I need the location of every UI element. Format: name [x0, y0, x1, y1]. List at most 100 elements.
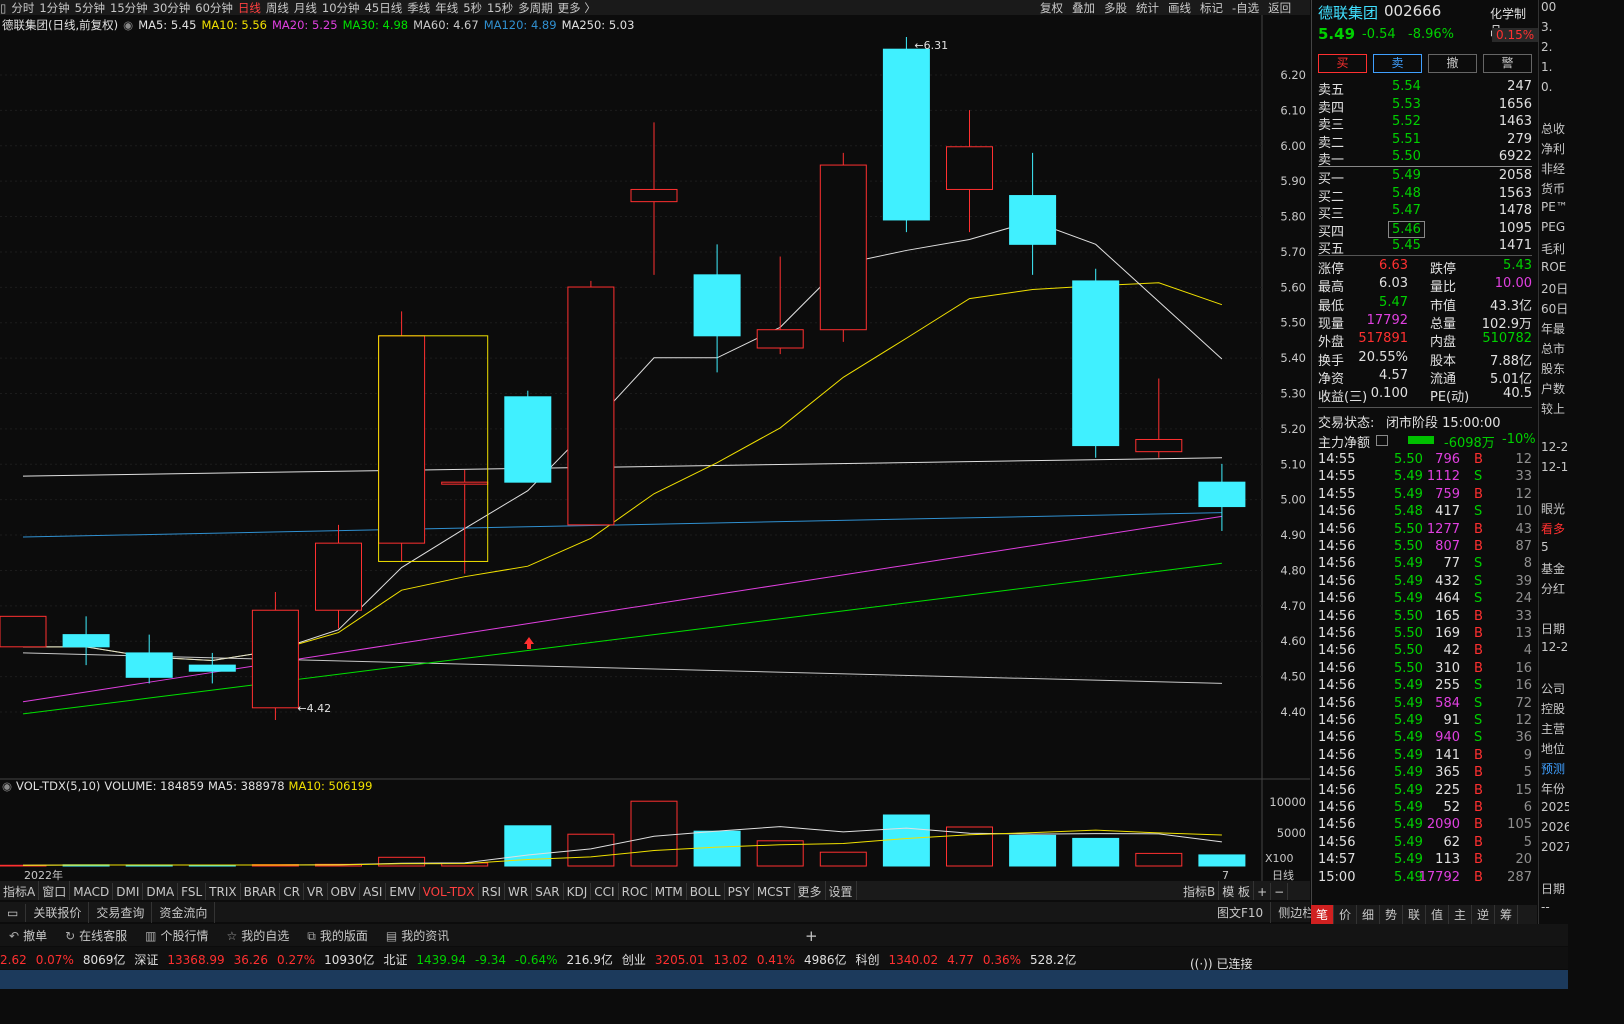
buy-level-row[interactable]: 买二 5.48 1563: [1318, 186, 1532, 205]
indicator-right-button[interactable]: 模 板: [1219, 881, 1255, 900]
chart-tool-button[interactable]: 标记: [1200, 1, 1223, 15]
sub-tab[interactable]: 关联报价: [26, 902, 90, 923]
indicator-tab[interactable]: DMI: [113, 883, 144, 900]
indicator-tab[interactable]: CCI: [591, 883, 619, 900]
trade-button[interactable]: 警: [1483, 54, 1532, 73]
quote-panel-tab[interactable]: 筹: [1495, 905, 1518, 924]
quote-panel-tab[interactable]: 逆: [1472, 905, 1495, 924]
indicator-tab[interactable]: MCST: [754, 883, 795, 900]
indicator-tab[interactable]: MTM: [652, 883, 687, 900]
period-tab[interactable]: 10分钟: [321, 1, 360, 15]
function-button[interactable]: ☆ 我的自选: [218, 924, 299, 947]
period-tab[interactable]: 年线: [435, 1, 459, 15]
chart-tool-button[interactable]: -自选: [1232, 1, 1260, 15]
period-tab[interactable]: 1分钟: [39, 1, 70, 15]
period-tab[interactable]: 周线: [265, 1, 289, 15]
period-tab[interactable]: 15分钟: [110, 1, 148, 15]
trade-button[interactable]: 撤: [1428, 54, 1477, 73]
indicator-tab[interactable]: 窗口: [39, 881, 71, 900]
menu-icon[interactable]: ▯: [0, 1, 7, 15]
period-tab[interactable]: 5秒: [463, 1, 483, 15]
period-tab[interactable]: 多周期: [518, 1, 553, 15]
indicator-tab[interactable]: BRAR: [241, 883, 281, 900]
quote-panel-tab[interactable]: 联: [1403, 905, 1426, 924]
indicator-right-button[interactable]: 指标B: [1180, 881, 1220, 900]
buy-level-row[interactable]: 买五 5.45 1471: [1318, 238, 1532, 257]
period-tab[interactable]: 月线: [293, 1, 317, 15]
indicator-tab[interactable]: TRIX: [206, 883, 241, 900]
indicator-tab[interactable]: 更多: [795, 881, 826, 900]
kline-chart[interactable]: 6.20 6.10 6.00 5.90 5.80 5.70 5.60 5.50 5.40 5.30…: [0, 15, 1310, 882]
indicator-tab[interactable]: DMA: [143, 883, 179, 900]
tick-row: 14:55 5.50 796 B 12: [1318, 452, 1532, 469]
function-button[interactable]: ⧉ 我的版面: [298, 924, 377, 947]
chart-tool-button[interactable]: 多股: [1104, 1, 1127, 15]
function-button-label: 在线客服: [79, 929, 128, 943]
buy-level-row[interactable]: 买三 5.47 1478: [1318, 203, 1532, 222]
indicator-tab[interactable]: MACD: [70, 883, 114, 900]
indicator-right-button[interactable]: +: [1254, 883, 1272, 900]
sell-level-row[interactable]: 卖五 5.54 247: [1318, 79, 1532, 98]
function-button[interactable]: ↶ 撤单: [0, 924, 56, 947]
trade-button[interactable]: 卖: [1373, 54, 1422, 73]
tick-row: 14:56 5.50 169 B 13: [1318, 626, 1532, 643]
trade-button[interactable]: 买: [1318, 54, 1367, 73]
sub-tab[interactable]: 交易查询: [89, 902, 153, 923]
period-tab[interactable]: 更多 〉: [557, 1, 596, 15]
chart-tool-button[interactable]: 统计: [1136, 1, 1159, 15]
period-tab[interactable]: 15秒: [487, 1, 514, 15]
indicator-tab[interactable]: WR: [505, 883, 533, 900]
chart-tool-button[interactable]: 复权: [1040, 1, 1063, 15]
indicator-tab[interactable]: VR: [304, 883, 328, 900]
period-tab[interactable]: 45日线: [364, 1, 403, 15]
buy-level-row[interactable]: 买四 5.46 1095: [1318, 220, 1532, 240]
add-icon[interactable]: +: [805, 927, 818, 945]
indicator-tab[interactable]: CR: [280, 883, 304, 900]
indicator-tab[interactable]: KDJ: [564, 883, 592, 900]
sell-level-row[interactable]: 卖三 5.52 1463: [1318, 114, 1532, 133]
indicator-tab[interactable]: SAR: [532, 883, 564, 900]
indicator-tab[interactable]: BOLL: [687, 883, 725, 900]
period-tab[interactable]: 5分钟: [74, 1, 105, 15]
quote-panel-tab[interactable]: 势: [1380, 905, 1403, 924]
indicator-tab[interactable]: EMV: [386, 883, 420, 900]
indicator-tab[interactable]: ASI: [360, 883, 387, 900]
quote-panel-tab[interactable]: 笔: [1311, 905, 1334, 924]
indicator-tab[interactable]: RSI: [479, 883, 506, 900]
function-button[interactable]: ↻ 在线客服: [56, 924, 136, 947]
chart-tool-button[interactable]: 叠加: [1072, 1, 1095, 15]
kline-chart-area[interactable]: 6.20 6.10 6.00 5.90 5.80 5.70 5.60 5.50 5.40 5.30…: [0, 15, 1310, 882]
period-tab[interactable]: 日线: [237, 1, 261, 15]
period-tab[interactable]: 季线: [407, 1, 431, 15]
quote-panel-tab[interactable]: 价: [1334, 905, 1357, 924]
sell-level-row[interactable]: 卖一 5.50 6922: [1318, 149, 1532, 168]
indicator-tab[interactable]: 指标A: [0, 881, 40, 900]
dropdown-icon[interactable]: ◉: [2, 779, 13, 793]
indicator-tab[interactable]: PSY: [725, 883, 754, 900]
quote-panel-tab[interactable]: 主: [1449, 905, 1472, 924]
sub-tab[interactable]: 资金流向: [152, 902, 216, 923]
indicator-tab[interactable]: FSL: [178, 883, 207, 900]
flow-icon[interactable]: [1376, 435, 1388, 446]
indicator-tab[interactable]: VOL-TDX: [420, 883, 479, 900]
dropdown-icon[interactable]: ◉: [123, 18, 134, 32]
chart-tool-button[interactable]: 画线: [1168, 1, 1191, 15]
function-button[interactable]: ▥ 个股行情: [136, 924, 217, 947]
chart-tool-button[interactable]: 返回: [1268, 1, 1292, 15]
sub-tab-right[interactable]: 图文F10: [1210, 902, 1272, 923]
period-tab[interactable]: 60分钟: [195, 1, 233, 15]
indicator-right-button[interactable]: −: [1271, 883, 1289, 900]
indicator-tab[interactable]: 设置: [826, 881, 857, 900]
panel-toggle-icon[interactable]: ▭: [0, 904, 27, 922]
sell-level-row[interactable]: 卖二 5.51 279: [1318, 132, 1532, 151]
quote-panel-tab[interactable]: 细: [1357, 905, 1380, 924]
indicator-tab[interactable]: OBV: [328, 883, 361, 900]
quote-panel-tab[interactable]: 值: [1426, 905, 1449, 924]
period-tab[interactable]: 30分钟: [152, 1, 191, 15]
period-tab[interactable]: 分时: [11, 1, 35, 15]
f10-side-item: PEG: [1541, 220, 1566, 234]
indicator-tab[interactable]: ROC: [619, 883, 652, 900]
function-button[interactable]: ▤ 我的资讯: [377, 924, 458, 947]
sell-level-row[interactable]: 卖四 5.53 1656: [1318, 97, 1532, 116]
buy-level-row[interactable]: 买一 5.49 2058: [1318, 168, 1532, 187]
